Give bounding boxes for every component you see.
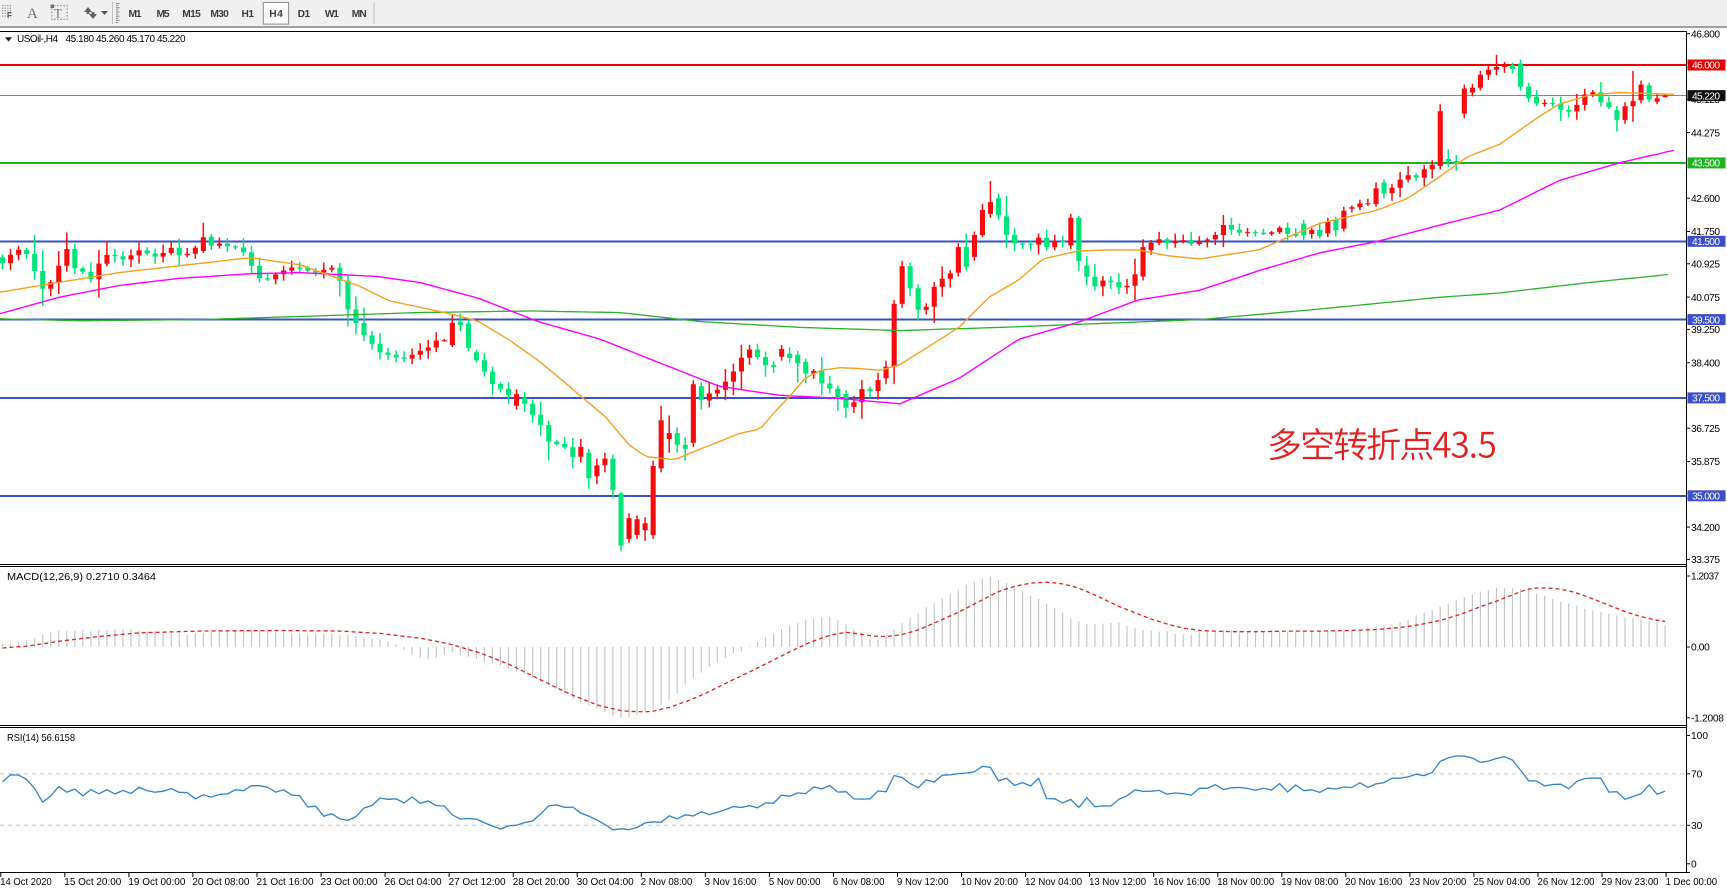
svg-text:9 Nov 12:00: 9 Nov 12:00: [897, 877, 949, 888]
svg-text:46.000: 46.000: [1692, 61, 1720, 72]
svg-text:3 Nov 16:00: 3 Nov 16:00: [705, 877, 757, 888]
svg-text:M30: M30: [210, 9, 229, 20]
svg-text:A: A: [27, 6, 38, 22]
svg-text:42.600: 42.600: [1691, 194, 1720, 205]
svg-text:0: 0: [1691, 860, 1697, 871]
svg-text:26 Oct 04:00: 26 Oct 04:00: [385, 877, 442, 888]
svg-text:F: F: [7, 11, 12, 20]
svg-text:0.00: 0.00: [1691, 643, 1710, 654]
svg-text:36.725: 36.725: [1691, 424, 1720, 435]
svg-text:40.075: 40.075: [1691, 293, 1720, 304]
svg-text:USOil-,H4: USOil-,H4: [17, 34, 58, 45]
svg-text:12 Nov 04:00: 12 Nov 04:00: [1025, 877, 1082, 888]
svg-text:W1: W1: [325, 9, 339, 20]
svg-text:41.500: 41.500: [1692, 237, 1720, 248]
svg-text:38.400: 38.400: [1691, 358, 1720, 369]
svg-text:1.2037: 1.2037: [1691, 572, 1720, 583]
svg-text:D1: D1: [298, 9, 311, 20]
svg-text:26 Nov 12:00: 26 Nov 12:00: [1538, 877, 1595, 888]
svg-text:35.875: 35.875: [1691, 457, 1720, 468]
svg-text:14 Oct 2020: 14 Oct 2020: [0, 877, 52, 888]
svg-text:1 Dec 00:00: 1 Dec 00:00: [1666, 877, 1718, 888]
svg-text:45.180 45.260 45.170 45.220: 45.180 45.260 45.170 45.220: [66, 34, 186, 45]
svg-text:37.500: 37.500: [1692, 394, 1720, 405]
svg-text:2 Nov 08:00: 2 Nov 08:00: [641, 877, 693, 888]
svg-text:MACD(12,26,9) 0.2710 0.3464: MACD(12,26,9) 0.2710 0.3464: [7, 572, 156, 583]
svg-text:28 Oct 20:00: 28 Oct 20:00: [513, 877, 570, 888]
svg-text:39.250: 39.250: [1691, 325, 1720, 336]
svg-text:45.220: 45.220: [1692, 91, 1720, 102]
svg-text:21 Oct 16:00: 21 Oct 16:00: [257, 877, 314, 888]
svg-text:10 Nov 20:00: 10 Nov 20:00: [961, 877, 1018, 888]
svg-text:15 Oct 20:00: 15 Oct 20:00: [64, 877, 121, 888]
svg-text:100: 100: [1691, 731, 1708, 742]
svg-text:-1.2008: -1.2008: [1691, 714, 1724, 725]
svg-text:46.800: 46.800: [1691, 29, 1720, 40]
svg-text:43.500: 43.500: [1692, 159, 1720, 170]
svg-text:H1: H1: [242, 9, 255, 20]
svg-text:M1: M1: [129, 9, 142, 20]
svg-text:M5: M5: [157, 9, 170, 20]
svg-text:23 Nov 20:00: 23 Nov 20:00: [1409, 877, 1466, 888]
svg-text:M15: M15: [182, 9, 201, 20]
svg-text:19 Oct 00:00: 19 Oct 00:00: [128, 877, 185, 888]
svg-text:6 Nov 08:00: 6 Nov 08:00: [833, 877, 885, 888]
svg-text:18 Nov 00:00: 18 Nov 00:00: [1217, 877, 1274, 888]
svg-text:19 Nov 08:00: 19 Nov 08:00: [1281, 877, 1338, 888]
svg-text:44.275: 44.275: [1691, 128, 1720, 139]
svg-text:70: 70: [1691, 770, 1703, 781]
svg-text:41.750: 41.750: [1691, 227, 1720, 238]
svg-text:29 Nov 23:00: 29 Nov 23:00: [1602, 877, 1659, 888]
svg-text:35.000: 35.000: [1692, 492, 1720, 503]
svg-text:H4: H4: [269, 9, 283, 20]
svg-text:23 Oct 00:00: 23 Oct 00:00: [321, 877, 378, 888]
svg-text:T: T: [54, 6, 62, 21]
svg-text:30 Oct 04:00: 30 Oct 04:00: [577, 877, 634, 888]
svg-text:33.375: 33.375: [1691, 555, 1720, 566]
svg-text:RSI(14) 56.6158: RSI(14) 56.6158: [7, 733, 75, 744]
svg-text:5 Nov 00:00: 5 Nov 00:00: [769, 877, 821, 888]
svg-text:20 Oct 08:00: 20 Oct 08:00: [192, 877, 249, 888]
svg-text:25 Nov 04:00: 25 Nov 04:00: [1473, 877, 1530, 888]
svg-text:27 Oct 12:00: 27 Oct 12:00: [449, 877, 506, 888]
svg-text:20 Nov 16:00: 20 Nov 16:00: [1345, 877, 1402, 888]
svg-text:39.500: 39.500: [1692, 315, 1720, 326]
svg-text:40.925: 40.925: [1691, 260, 1720, 271]
svg-text:MN: MN: [352, 9, 367, 20]
svg-text:16 Nov 16:00: 16 Nov 16:00: [1153, 877, 1210, 888]
svg-text:34.200: 34.200: [1691, 523, 1720, 534]
svg-text:30: 30: [1691, 821, 1703, 832]
svg-text:13 Nov 12:00: 13 Nov 12:00: [1089, 877, 1146, 888]
